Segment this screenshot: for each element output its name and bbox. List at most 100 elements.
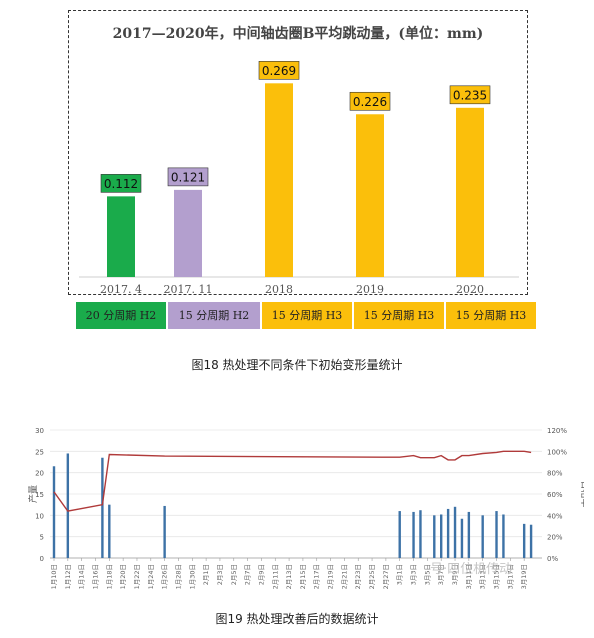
fig19-x-tick-label: 2月9日 [257, 564, 265, 585]
fig19-x-tick-label: 1月28日 [174, 564, 182, 589]
fig18-data-label: 0.112 [104, 177, 138, 191]
fig19-x-tick-label: 1月26日 [161, 564, 169, 589]
fig19-x-tick-label: 2月27日 [382, 564, 390, 589]
fig19-y-tick-label: 30 [35, 427, 44, 435]
fig19-y-tick-label: 5 [40, 534, 44, 542]
fig18-title: 2017—2020年，中间轴齿圈B平均跳动量，(单位：mm) [112, 26, 484, 42]
fig18-data-label: 0.226 [353, 95, 387, 109]
fig19-bar [495, 511, 498, 558]
fig18-data-label-box [349, 91, 391, 111]
fig19-bar [502, 514, 505, 558]
fig19-x-tick-label: 1月20日 [119, 564, 127, 589]
fig19-x-tick-label: 2月21日 [340, 564, 348, 589]
fig18-data-label-box [449, 85, 491, 105]
condition-cell: 15 分周期 H3 [354, 302, 446, 329]
fig18-data-label-box [167, 167, 209, 187]
fig19-x-tick-label: 2月3日 [216, 564, 224, 585]
condition-cell: 15 分周期 H2 [168, 302, 262, 329]
fig19-bar [101, 457, 104, 558]
fig19-y-tick-label: 20 [35, 470, 44, 478]
fig18-data-label: 0.269 [262, 64, 296, 78]
fig19-bar [522, 523, 526, 558]
fig19-x-tick-label: 1月12日 [64, 564, 72, 589]
fig18-bar [107, 196, 135, 277]
fig19-bar [419, 510, 422, 558]
fig19-y2-tick-label: 100% [547, 448, 567, 456]
fig19-x-tick-label: 3月13日 [479, 564, 487, 589]
fig19-x-tick-label: 1月14日 [78, 564, 86, 589]
condition-cell: 15 分周期 H3 [446, 302, 538, 329]
fig18-data-label: 0.121 [171, 170, 205, 184]
watermark-text: 号·四位机传动 [430, 562, 513, 577]
fig19-bar [453, 506, 457, 558]
fig19-x-tick-label: 3月19日 [520, 564, 528, 589]
fig19-x-tick-label: 2月1日 [202, 564, 210, 585]
fig18-bar [265, 83, 293, 277]
fig19-y-tick-label: 0 [40, 555, 44, 563]
fig19-y-axis-title: 产量 [27, 485, 39, 503]
fig19-y2-tick-label: 120% [547, 427, 567, 435]
fig19-bar [163, 505, 166, 558]
fig19-x-tick-label: 2月5日 [230, 564, 238, 585]
fig19-x-tick-label: 3月3日 [410, 564, 418, 585]
fig19-x-tick-label: 2月25日 [368, 564, 376, 589]
fig19-x-tick-label: 1月22日 [133, 564, 141, 589]
fig19-bar [398, 511, 401, 558]
fig18-plot: 0.112 2017. 4 0.121 2017. 11 0.269 2018 0.226 2… [79, 61, 519, 296]
fig19-y2-tick-label: 0% [547, 555, 558, 563]
figure19-chart: 0 5 10 15 20 25 30 0% 20% 40% 60% 80% 100% 120% 产量 合格率 1… [27, 427, 584, 589]
fig18-data-label-box [258, 61, 300, 80]
fig19-x-tick-label: 2月23日 [354, 564, 362, 589]
fig19-y2-tick-label: 20% [547, 534, 563, 542]
fig19-x-tick-label: 3月7日 [437, 564, 445, 585]
fig19-x-tick-label: 1月18日 [105, 564, 113, 589]
fig19-bar [481, 515, 484, 558]
fig19-x-tick-label: 2月7日 [244, 564, 252, 585]
fig19-x-tick-label: 3月1日 [396, 564, 404, 585]
fig19-y-tick-label: 25 [35, 448, 44, 456]
fig19-bar [433, 515, 436, 558]
fig18-bar [356, 114, 384, 277]
fig19-x-tick-label: 3月5日 [423, 564, 431, 585]
fig18-data-label-box [100, 174, 142, 193]
fig19-x-tick-label: 2月19日 [327, 564, 335, 589]
fig19-x-tick-label: 2月11日 [271, 564, 279, 589]
fig18-bar [456, 107, 484, 277]
fig19-bar [529, 524, 533, 558]
fig19-caption: 图19 热处理改善后的数据统计 [215, 612, 379, 626]
fig19-x-tick-label: 1月16日 [91, 564, 99, 589]
fig18-bar [174, 189, 202, 277]
fig19-pass-rate-line [53, 450, 532, 512]
fig19-bar [446, 508, 450, 558]
fig19-y2-tick-label: 60% [547, 491, 563, 499]
fig19-x-tick-label: 2月17日 [313, 564, 321, 589]
fig18-x-tick-label: 2020 [456, 283, 484, 296]
condition-cell: 20 分周期 H2 [76, 302, 168, 329]
fig18-data-label: 0.235 [453, 88, 487, 102]
condition-cell: 15 分周期 H3 [262, 302, 354, 329]
figure18-chart: 2017—2020年，中间轴齿圈B平均跳动量，(单位：mm) 0.112 2017… [68, 10, 528, 296]
fig18-x-tick-label: 2017. 11 [164, 283, 213, 296]
fig19-x-tick-label: 2月13日 [285, 564, 293, 589]
fig19-y2-axis-title: 合格率 [579, 480, 584, 507]
fig19-x-tick-label: 3月15日 [493, 564, 501, 589]
fig19-x-tick-label: 1月24日 [147, 564, 155, 589]
fig19-x-tick-label: 3月11日 [465, 564, 473, 589]
condition-legend-row: 20 分周期 H2 15 分周期 H2 15 分周期 H3 15 分周期 H3 15 分… [76, 302, 538, 329]
fig19-x-tick-label: 1月10日 [50, 564, 58, 589]
fig19-x-tick-label: 1月30日 [188, 564, 196, 589]
fig18-x-tick-label: 2019 [356, 283, 384, 296]
fig19-bar [412, 511, 415, 558]
fig19-bar [460, 518, 464, 558]
fig19-y-tick-label: 10 [35, 512, 44, 520]
fig19-y-tick-label: 15 [35, 491, 44, 499]
fig19-x-tick-label: 3月17日 [506, 564, 514, 589]
fig19-bar [440, 514, 443, 558]
fig19-x-tick-label: 2月15日 [299, 564, 307, 589]
fig19-bar [52, 466, 56, 558]
fig18-caption: 图18 热处理不同条件下初始变形量统计 [191, 358, 403, 372]
fig19-x-tick-label: 3月9日 [451, 564, 459, 585]
fig19-bar [467, 511, 471, 558]
fig18-x-tick-label: 2018 [265, 283, 293, 296]
fig19-bar [66, 453, 70, 558]
